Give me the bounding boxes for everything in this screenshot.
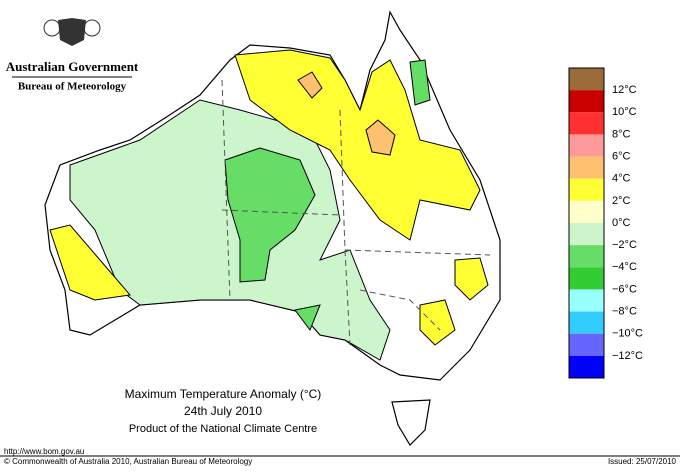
legend-swatch: [569, 68, 604, 91]
copyright: © Commonwealth of Australia 2010, Austra…: [4, 457, 252, 466]
product-note: Product of the National Climate Centre: [129, 423, 317, 435]
legend-swatch: [569, 311, 604, 334]
legend-label: −4°C: [612, 261, 637, 273]
url: http://www.bom.gov.au: [4, 447, 84, 456]
issued: Issued: 25/07/2010: [608, 457, 677, 466]
map-date: 24th July 2010: [184, 404, 262, 418]
legend-label: 12°C: [612, 84, 637, 96]
legend-label: 4°C: [612, 173, 631, 185]
australia-map: [44, 10, 501, 446]
legend-swatch: [569, 333, 604, 356]
legend-label: −6°C: [612, 283, 637, 295]
map-title: Maximum Temperature Anomaly (°C): [125, 387, 322, 401]
legend-swatch: [569, 178, 604, 201]
legend-label: −8°C: [612, 305, 637, 317]
legend-swatch: [569, 156, 604, 179]
legend-label: 8°C: [612, 128, 631, 140]
legend-label: 0°C: [612, 217, 631, 229]
legend-swatch: [569, 200, 604, 223]
legend-swatch: [569, 355, 604, 378]
legend-label: 6°C: [612, 150, 631, 162]
legend-swatch: [569, 267, 604, 290]
legend-swatch: [569, 223, 604, 246]
legend-label: −12°C: [612, 350, 643, 362]
logo: [43, 18, 101, 46]
legend-swatch: [569, 90, 604, 113]
legend-label: 2°C: [612, 195, 631, 207]
legend-swatch: [569, 289, 604, 312]
legend-swatch: [569, 112, 604, 135]
legend-swatch: [569, 134, 604, 157]
legend-label: 10°C: [612, 106, 637, 118]
legend-label: −2°C: [612, 239, 637, 251]
legend-swatch: [569, 245, 604, 268]
agency: Australian Government: [6, 59, 139, 74]
bureau: Bureau of Meteorology: [18, 81, 127, 93]
legend-label: −10°C: [612, 328, 643, 340]
legend-frame: [568, 67, 605, 379]
legend: 12°C 10°C 8°C 6°C 4°C 2°C 0°C −2°C −4°C −6°C −8°C −…: [568, 67, 643, 379]
